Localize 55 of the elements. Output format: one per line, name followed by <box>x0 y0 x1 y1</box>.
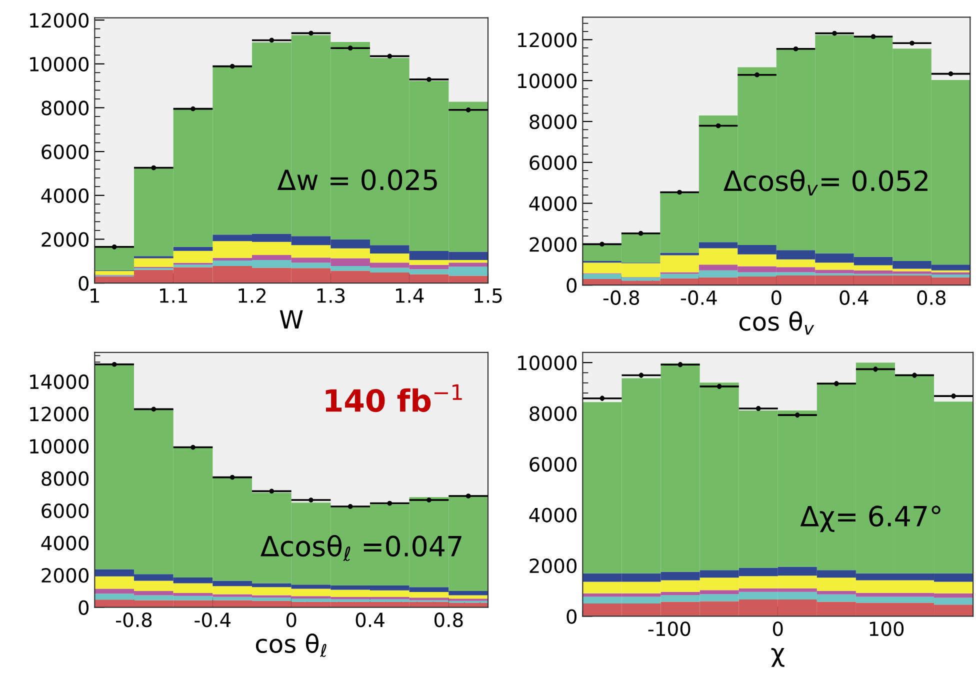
y-tick-label: 10000 <box>30 56 89 72</box>
x-tick-label: -0.8 <box>603 290 640 306</box>
y-tick-label: 14000 <box>30 374 89 390</box>
annotation: 140 fb$^{−1}$ <box>326 384 462 412</box>
x-axis-title: W <box>280 310 303 328</box>
y-tick-label: 0 <box>566 278 577 293</box>
x-tick-label: 0 <box>772 290 782 306</box>
y-tick-label: 8000 <box>42 471 89 486</box>
x-tick-label: -0.4 <box>194 612 231 628</box>
y-tick-label: 4000 <box>529 508 577 522</box>
y-tick-label: 12000 <box>30 13 89 28</box>
annotation: Δχ= 6.47° <box>800 506 940 532</box>
x-tick-label: -0.4 <box>680 290 717 306</box>
y-tick-label: 6000 <box>42 503 89 518</box>
annotation: Δcosθ$_{v}$= 0.052 <box>724 170 928 196</box>
x-tick-label: 0 <box>772 621 783 636</box>
annotation: Δw = 0.025 <box>277 169 437 190</box>
x-tick-label: 100 <box>870 621 904 636</box>
y-tick-label: 4000 <box>529 196 577 211</box>
x-tick-label: -0.8 <box>116 612 152 628</box>
y-tick-label: 8000 <box>42 100 89 116</box>
x-tick-label: 0.8 <box>434 612 463 628</box>
y-tick-label: 10000 <box>30 438 89 454</box>
y-tick-label: 2000 <box>530 558 577 574</box>
y-tick-label: 0 <box>78 600 89 615</box>
y-tick-label: 2000 <box>42 568 89 583</box>
x-axis-title: cos θ$_{v}$ <box>739 311 814 335</box>
y-tick-label: 0 <box>78 276 89 291</box>
x-tick-label: 1.3 <box>317 288 345 303</box>
x-tick-label: 1.5 <box>474 288 502 303</box>
y-tick-label: 10000 <box>518 356 577 370</box>
x-tick-label: 1.2 <box>238 288 266 303</box>
y-tick-label: 6000 <box>530 457 577 472</box>
y-tick-label: 2000 <box>530 237 577 252</box>
annotation: Δcosθ$_{ℓ}$ =0.047 <box>260 534 462 562</box>
y-tick-label: 4000 <box>41 188 89 204</box>
y-tick-label: 2000 <box>42 232 89 247</box>
y-tick-label: 6000 <box>42 144 89 160</box>
x-tick-label: 1.1 <box>160 288 188 303</box>
x-tick-label: 0.4 <box>356 612 384 628</box>
y-tick-label: 4000 <box>41 536 89 550</box>
y-tick-label: 6000 <box>530 155 577 170</box>
y-tick-label: 8000 <box>530 114 577 130</box>
x-tick-label: 0.8 <box>917 290 946 306</box>
x-axis-title: χ <box>771 648 784 667</box>
x-tick-label: 0.4 <box>840 290 868 306</box>
y-tick-label: 8000 <box>530 406 577 421</box>
y-tick-label: 12000 <box>30 406 89 422</box>
x-tick-label: 0 <box>286 612 296 628</box>
x-tick-label: -100 <box>648 621 690 636</box>
y-tick-label: 10000 <box>518 74 577 88</box>
x-tick-label: 1.4 <box>396 288 424 303</box>
x-tick-label: 1 <box>90 288 100 303</box>
y-tick-label: 12000 <box>518 32 577 48</box>
x-axis-title: cos θ$_{ℓ}$ <box>256 634 326 658</box>
